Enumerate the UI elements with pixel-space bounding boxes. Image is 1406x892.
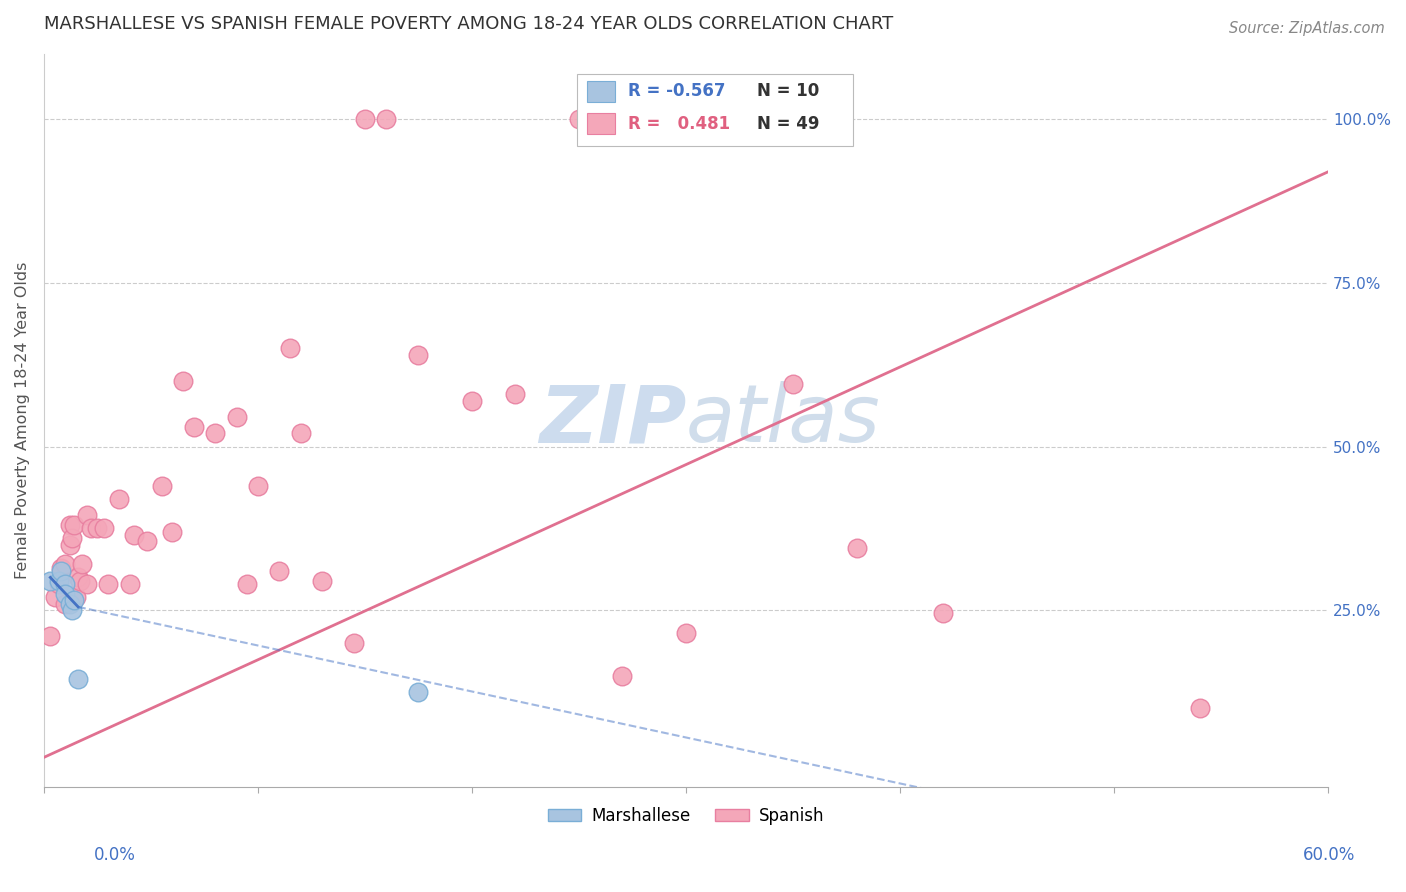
Text: atlas: atlas: [686, 382, 880, 459]
Text: 0.0%: 0.0%: [94, 846, 136, 863]
Point: [675, 626, 697, 640]
Point: [225, 410, 247, 425]
Text: N = 10: N = 10: [756, 82, 818, 101]
Point: [69, 574, 91, 588]
Point: [72, 558, 94, 572]
Point: [53, 597, 76, 611]
Point: [39, 629, 62, 643]
Point: [67, 672, 90, 686]
Point: [58, 518, 80, 533]
Text: 60.0%: 60.0%: [1302, 846, 1355, 863]
Point: [162, 524, 184, 539]
Point: [846, 541, 869, 555]
Text: ZIP: ZIP: [538, 382, 686, 459]
Text: R =   0.481: R = 0.481: [628, 114, 730, 133]
Point: [65, 590, 87, 604]
Point: [135, 534, 157, 549]
Point: [204, 426, 226, 441]
Point: [375, 112, 398, 127]
Point: [236, 577, 259, 591]
Point: [408, 685, 430, 699]
Point: [49, 564, 72, 578]
Point: [60, 603, 83, 617]
Point: [503, 387, 526, 401]
Point: [49, 560, 72, 574]
Point: [53, 558, 76, 572]
Point: [63, 518, 86, 533]
Point: [39, 574, 62, 588]
Point: [610, 668, 633, 682]
Point: [86, 521, 108, 535]
Bar: [588, 81, 616, 102]
Point: [48, 574, 70, 588]
Point: [1188, 701, 1211, 715]
Point: [150, 479, 173, 493]
Point: [53, 577, 76, 591]
Point: [63, 593, 86, 607]
Point: [67, 570, 90, 584]
Point: [48, 577, 70, 591]
Point: [76, 508, 98, 523]
Point: [93, 521, 115, 535]
Point: [172, 374, 194, 388]
Point: [932, 607, 955, 621]
Point: [461, 393, 484, 408]
Point: [408, 348, 430, 362]
Point: [53, 587, 76, 601]
Point: [107, 491, 129, 506]
Y-axis label: Female Poverty Among 18-24 Year Olds: Female Poverty Among 18-24 Year Olds: [15, 261, 30, 579]
Point: [122, 528, 145, 542]
Point: [76, 577, 98, 591]
Text: Source: ZipAtlas.com: Source: ZipAtlas.com: [1229, 21, 1385, 36]
Point: [354, 112, 377, 127]
Point: [80, 521, 103, 535]
Point: [58, 538, 80, 552]
Point: [343, 636, 366, 650]
Point: [568, 112, 591, 127]
FancyBboxPatch shape: [576, 74, 853, 145]
Text: MARSHALLESE VS SPANISH FEMALE POVERTY AMONG 18-24 YEAR OLDS CORRELATION CHART: MARSHALLESE VS SPANISH FEMALE POVERTY AM…: [44, 15, 893, 33]
Text: R = -0.567: R = -0.567: [628, 82, 725, 101]
Point: [246, 479, 269, 493]
Point: [118, 577, 141, 591]
Point: [60, 531, 83, 545]
Text: N = 49: N = 49: [756, 114, 820, 133]
Point: [278, 342, 301, 356]
Point: [58, 597, 80, 611]
Point: [311, 574, 333, 588]
Point: [97, 577, 120, 591]
Point: [269, 564, 291, 578]
Point: [44, 590, 66, 604]
Bar: [588, 113, 616, 134]
Point: [183, 420, 205, 434]
Point: [290, 426, 312, 441]
Legend: Marshallese, Spanish: Marshallese, Spanish: [541, 800, 831, 831]
Point: [782, 377, 804, 392]
